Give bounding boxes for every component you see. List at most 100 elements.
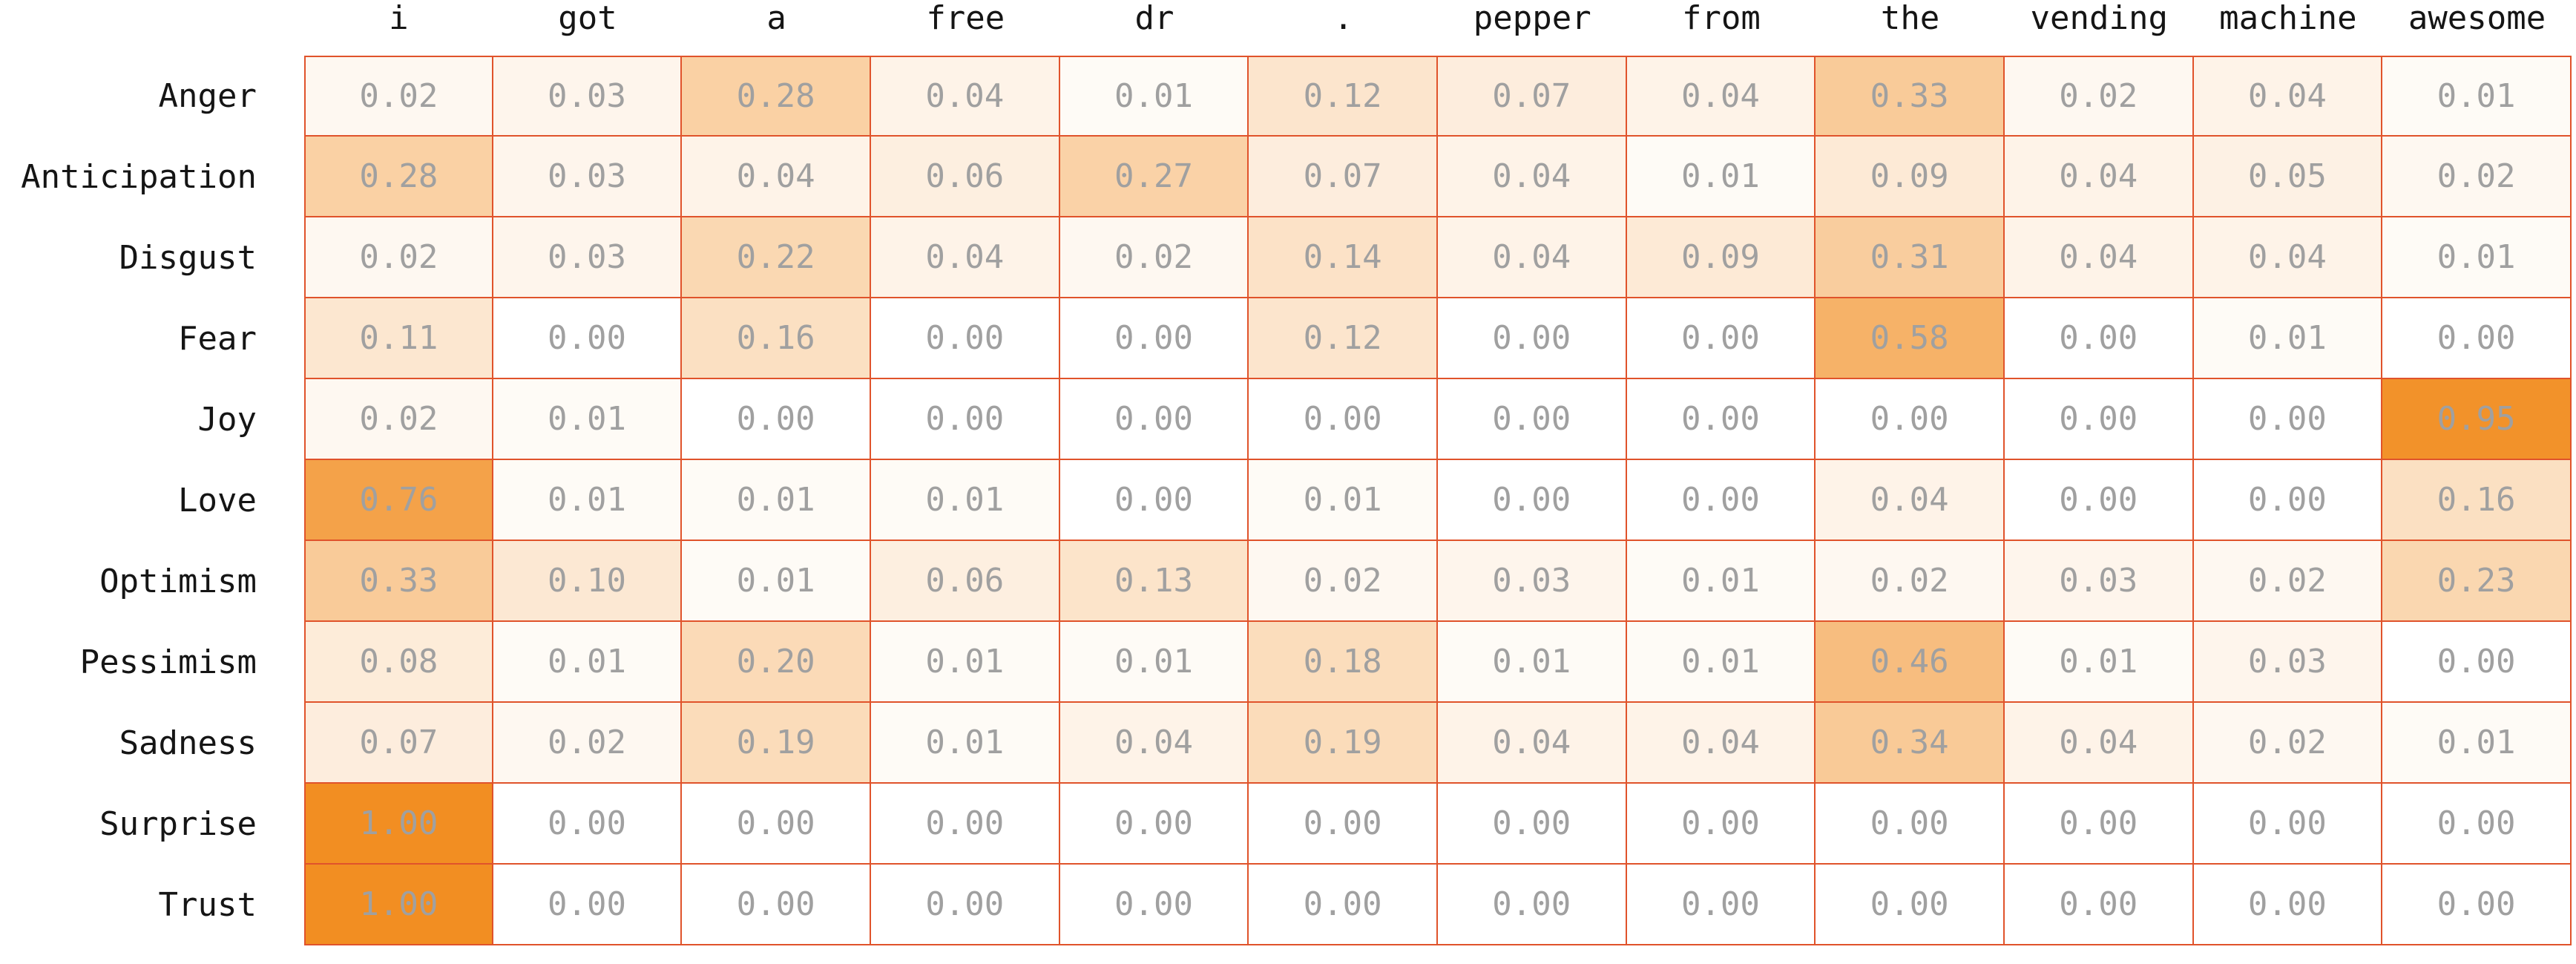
heatmap-cell: 0.08 [304,622,493,703]
heatmap-cell: 0.02 [1059,217,1249,298]
column-header-8: the [1880,0,1940,37]
heatmap-cell: 0.04 [1437,137,1627,217]
heatmap-cell: 0.00 [1626,460,1816,541]
row-label-optimism: Optimism [99,563,257,600]
heatmap-cell: 0.01 [682,460,871,541]
column-header-11: awesome [2408,0,2546,37]
heatmap-cell: 0.20 [682,622,871,703]
column-header-7: from [1681,0,1761,37]
heatmap-cell: 0.00 [682,784,871,865]
heatmap-cell: 0.00 [1059,784,1249,865]
heatmap-cell: 0.02 [2193,703,2383,784]
heatmap-cell: 0.19 [1249,703,1438,784]
heatmap-cell: 0.09 [1816,137,2005,217]
heatmap-cell: 0.04 [2004,217,2194,298]
heatmap-cell: 0.04 [682,137,871,217]
heatmap-cell: 0.01 [2382,703,2572,784]
row-label-love: Love [178,482,257,519]
heatmap-cell: 0.19 [682,703,871,784]
heatmap-cell: 0.12 [1249,298,1438,379]
heatmap-cell: 0.76 [304,460,493,541]
heatmap-cell: 0.12 [1249,56,1438,137]
heatmap-cell: 0.02 [2382,137,2572,217]
heatmap-cell: 0.02 [1249,541,1438,622]
heatmap-cell: 0.04 [1816,460,2005,541]
row-label-pessimism: Pessimism [79,643,257,681]
heatmap-cell: 0.01 [1249,460,1438,541]
heatmap-cell: 0.00 [1626,298,1816,379]
row-label-disgust: Disgust [119,239,257,277]
heatmap-cell: 0.00 [1437,298,1627,379]
heatmap-cell: 0.04 [870,56,1060,137]
heatmap-cell: 0.00 [870,865,1060,945]
heatmap-cell: 0.01 [1626,137,1816,217]
heatmap-cell: 0.05 [2193,137,2383,217]
heatmap-cell: 0.00 [2382,622,2572,703]
column-header-0: i [389,0,409,37]
heatmap-cell: 0.14 [1249,217,1438,298]
row-label-joy: Joy [197,401,257,439]
heatmap-cell: 0.03 [1437,541,1627,622]
heatmap-cell: 0.01 [1626,541,1816,622]
heatmap-cell: 0.02 [304,379,493,460]
heatmap-cell: 0.00 [870,298,1060,379]
column-header-5: . [1333,0,1353,37]
heatmap-cell: 0.01 [2382,217,2572,298]
heatmap-cell: 0.00 [1626,865,1816,945]
heatmap-cell: 0.58 [1816,298,2005,379]
heatmap-cell: 0.03 [2004,541,2194,622]
heatmap-cell: 0.00 [682,865,871,945]
heatmap-cell: 0.00 [2004,379,2194,460]
column-header-2: a [766,0,786,37]
heatmap-cell: 0.00 [1437,784,1627,865]
heatmap-cell: 0.01 [1059,622,1249,703]
heatmap-cell: 0.33 [1816,56,2005,137]
heatmap-cell: 0.00 [1626,379,1816,460]
heatmap-cell: 0.01 [1059,56,1249,137]
heatmap-cell: 0.00 [493,298,683,379]
heatmap-cell: 0.00 [2004,298,2194,379]
heatmap-cell: 0.31 [1816,217,2005,298]
heatmap-cell: 0.00 [1059,379,1249,460]
heatmap-cell: 0.00 [1249,784,1438,865]
heatmap-cell: 0.00 [1059,865,1249,945]
heatmap-cell: 0.01 [493,379,683,460]
heatmap-cell: 0.95 [2382,379,2572,460]
heatmap-cell: 0.00 [1437,460,1627,541]
heatmap-cell: 0.02 [304,217,493,298]
heatmap-cell: 0.22 [682,217,871,298]
heatmap-cell: 0.01 [493,622,683,703]
column-header-3: free [926,0,1005,37]
heatmap-cell: 0.04 [2193,56,2383,137]
heatmap-cell: 0.11 [304,298,493,379]
heatmap-cell: 0.00 [1437,379,1627,460]
heatmap-cell: 0.02 [2004,56,2194,137]
heatmap-cell: 0.00 [2004,865,2194,945]
heatmap-cell: 0.03 [493,217,683,298]
row-label-trust: Trust [158,886,257,924]
heatmap-cell: 0.04 [1059,703,1249,784]
heatmap-cell: 0.27 [1059,137,1249,217]
heatmap-cell: 0.46 [1816,622,2005,703]
heatmap-cell: 0.00 [2382,865,2572,945]
heatmap-cell: 0.00 [2193,460,2383,541]
heatmap-cell: 0.23 [2382,541,2572,622]
heatmap-cell: 0.00 [1249,379,1438,460]
heatmap-cell: 0.07 [304,703,493,784]
heatmap-cell: 0.34 [1816,703,2005,784]
heatmap-cell: 0.18 [1249,622,1438,703]
heatmap-cell: 0.00 [1059,298,1249,379]
corner-spacer [0,0,304,56]
heatmap-cell: 0.04 [2004,703,2194,784]
heatmap-cell: 0.07 [1437,56,1627,137]
heatmap-cell: 0.00 [870,379,1060,460]
heatmap-cell: 0.16 [2382,460,2572,541]
column-header-9: vending [2030,0,2168,37]
heatmap-cell: 0.01 [682,541,871,622]
heatmap-cell: 0.00 [682,379,871,460]
heatmap-cell: 0.09 [1626,217,1816,298]
heatmap-cell: 0.00 [1816,784,2005,865]
row-label-fear: Fear [178,320,257,358]
heatmap-cell: 0.28 [682,56,871,137]
